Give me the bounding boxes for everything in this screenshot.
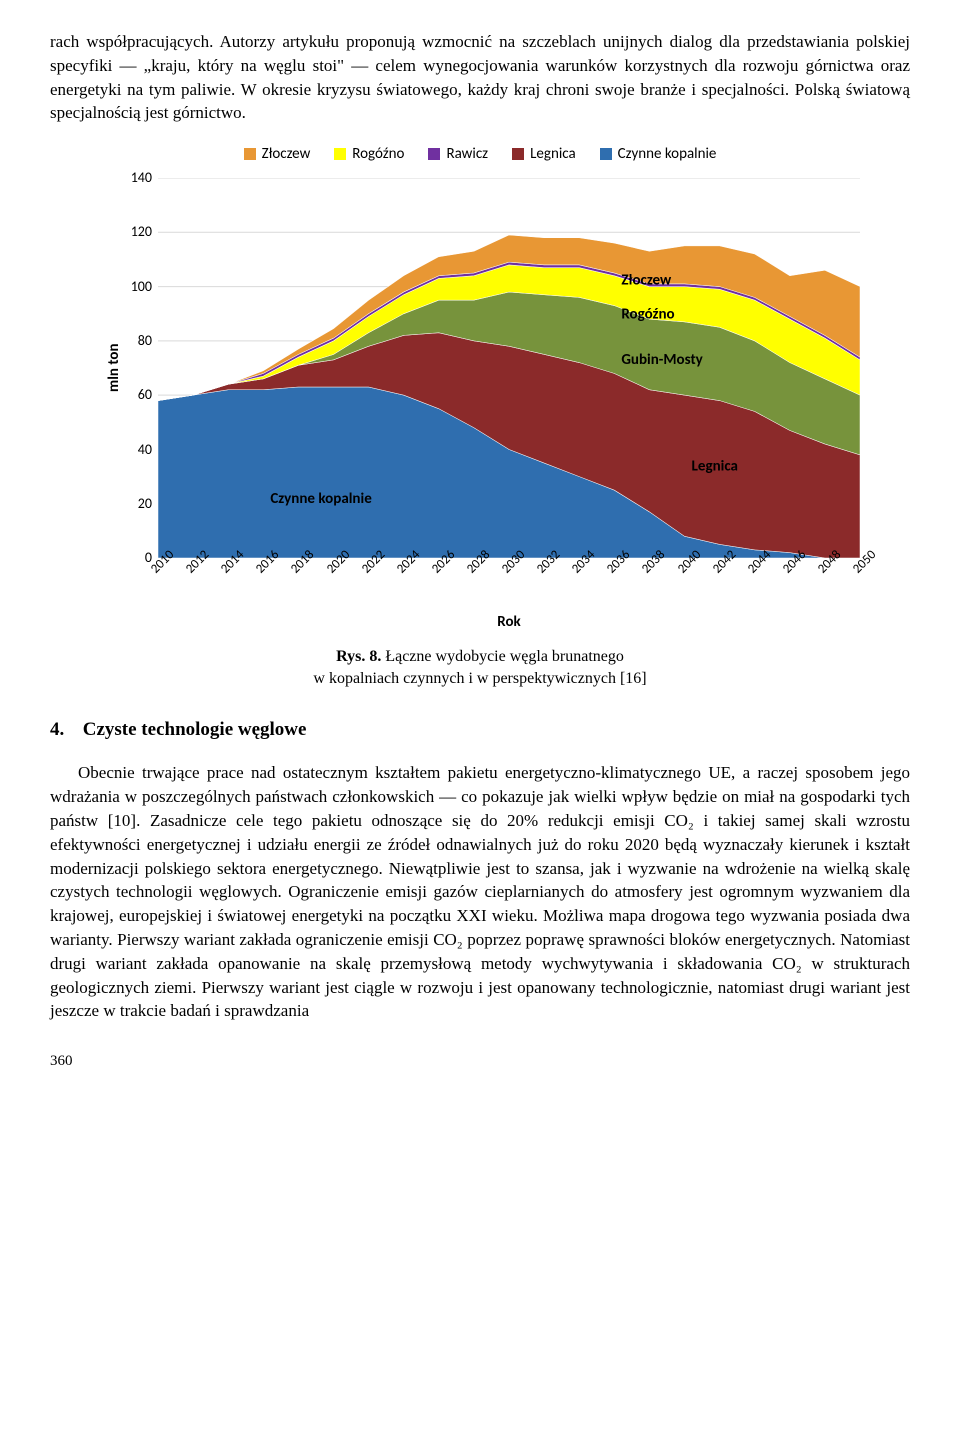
legend-item: Legnica bbox=[512, 145, 576, 163]
plot-region: Złoczew Rogóźno Gubin-Mosty Legnica Czynne k… bbox=[158, 178, 860, 558]
legend-item: Złoczew bbox=[244, 145, 311, 163]
legend-swatch bbox=[244, 148, 256, 160]
figure-label: Rys. 8. bbox=[336, 648, 381, 665]
intro-paragraph: rach współpracujących. Autorzy artykułu … bbox=[50, 30, 910, 125]
legend-swatch bbox=[512, 148, 524, 160]
section-heading: 4. Czyste technologie węglowe bbox=[50, 719, 910, 741]
legend-label: Rawicz bbox=[446, 145, 488, 163]
chart-annotation: Legnica bbox=[692, 458, 738, 476]
chart-figure: Złoczew Rogóźno Rawicz Legnica Czynne kopaln… bbox=[100, 145, 860, 631]
legend-label: Złoczew bbox=[262, 145, 311, 163]
y-axis-label: mln ton bbox=[100, 178, 124, 558]
legend-item: Rawicz bbox=[428, 145, 488, 163]
chart-annotation: Rogóźno bbox=[621, 306, 674, 324]
legend-swatch bbox=[334, 148, 346, 160]
chart-legend: Złoczew Rogóźno Rawicz Legnica Czynne kopaln… bbox=[100, 145, 860, 163]
legend-label: Legnica bbox=[530, 145, 576, 163]
x-axis-label: Rok bbox=[158, 613, 860, 631]
x-axis-ticks: 2010201220142016201820202022202420262028… bbox=[158, 558, 860, 608]
figure-caption: Rys. 8. Łączne wydobycie węgla brunatneg… bbox=[50, 646, 910, 689]
chart-plot-area: mln ton 140120100806040200 Złoczew Rogóźn… bbox=[100, 178, 860, 558]
body-paragraph: Obecnie trwające prace nad ostatecznym k… bbox=[50, 761, 910, 1023]
y-axis-ticks: 140120100806040200 bbox=[124, 178, 158, 558]
legend-label: Rogóźno bbox=[352, 145, 404, 163]
chart-annotation: Gubin-Mosty bbox=[621, 351, 703, 369]
chart-annotation: Złoczew bbox=[621, 272, 672, 290]
chart-annotation: Czynne kopalnie bbox=[270, 490, 372, 508]
legend-item: Czynne kopalnie bbox=[600, 145, 717, 163]
legend-swatch bbox=[428, 148, 440, 160]
section-title: Czyste technologie węglowe bbox=[83, 719, 307, 740]
legend-label: Czynne kopalnie bbox=[618, 145, 717, 163]
page-number: 360 bbox=[50, 1053, 910, 1070]
legend-item: Rogóźno bbox=[334, 145, 404, 163]
figure-caption-line2: w kopalniach czynnych i w perspektywiczn… bbox=[313, 670, 646, 687]
section-number: 4. bbox=[50, 719, 78, 741]
figure-caption-line1: Łączne wydobycie węgla brunatnego bbox=[385, 648, 624, 665]
legend-swatch bbox=[600, 148, 612, 160]
